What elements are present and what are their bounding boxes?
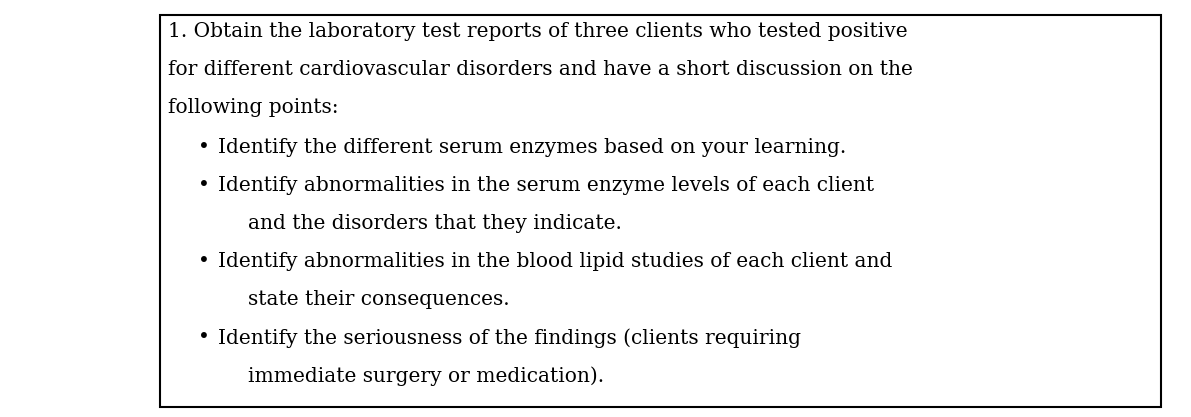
Text: 1. Obtain the laboratory test reports of three clients who tested positive: 1. Obtain the laboratory test reports of… [168, 22, 908, 41]
Text: following points:: following points: [168, 98, 338, 117]
Text: Identify the seriousness of the findings (clients requiring: Identify the seriousness of the findings… [218, 328, 802, 348]
Text: for different cardiovascular disorders and have a short discussion on the: for different cardiovascular disorders a… [168, 60, 912, 79]
Text: •: • [198, 176, 210, 195]
Text: •: • [198, 252, 210, 271]
Text: Identify the different serum enzymes based on your learning.: Identify the different serum enzymes bas… [218, 138, 847, 157]
Text: immediate surgery or medication).: immediate surgery or medication). [248, 366, 604, 386]
Bar [160, 15, 1161, 407]
Text: •: • [198, 328, 210, 347]
Text: Identify abnormalities in the blood lipid studies of each client and: Identify abnormalities in the blood lipi… [218, 252, 892, 271]
Text: and the disorders that they indicate.: and the disorders that they indicate. [248, 214, 622, 233]
Text: state their consequences.: state their consequences. [248, 290, 510, 309]
Text: •: • [198, 138, 210, 157]
Text: Identify abnormalities in the serum enzyme levels of each client: Identify abnormalities in the serum enzy… [218, 176, 874, 195]
